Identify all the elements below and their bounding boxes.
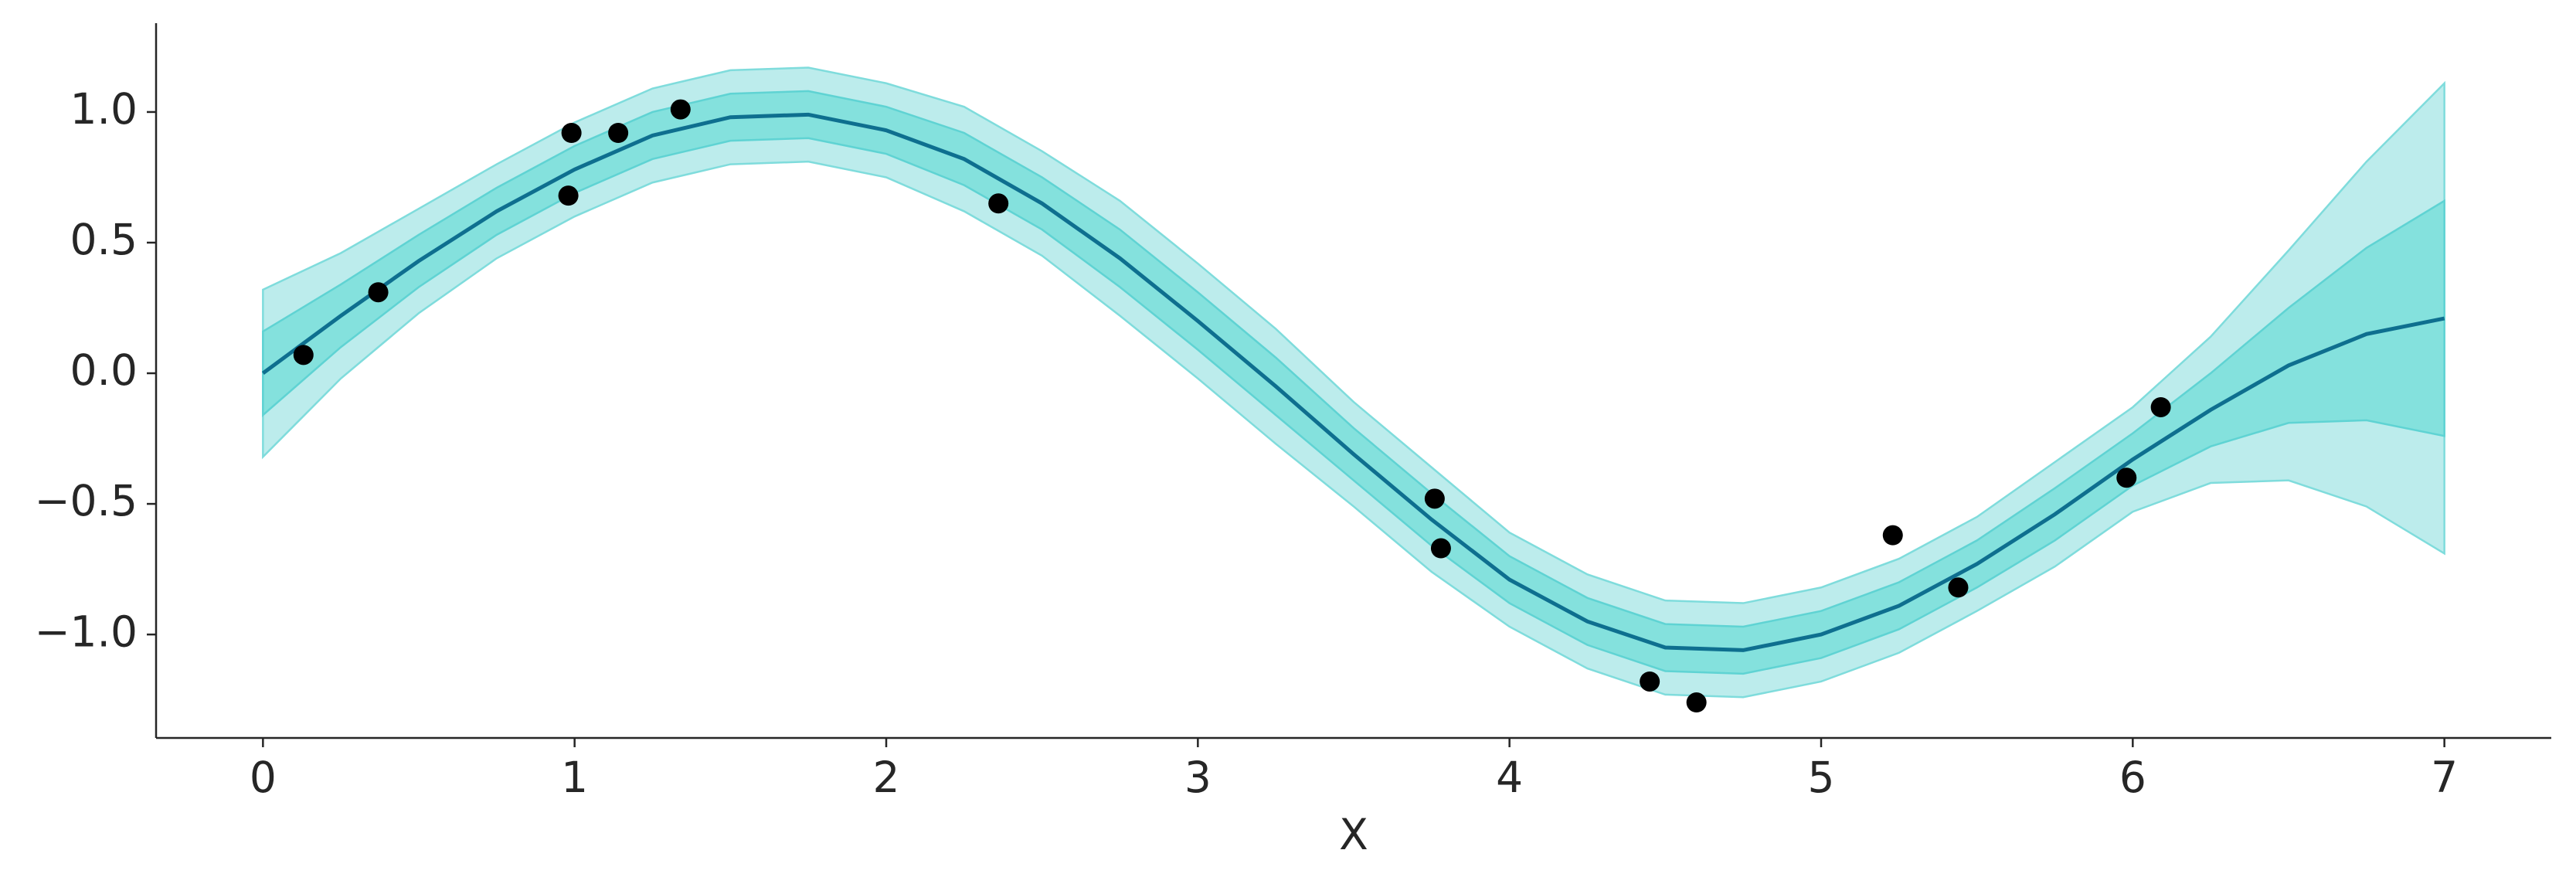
data-point	[2150, 396, 2171, 417]
data-point	[670, 99, 691, 120]
x-tick-label: 4	[1496, 753, 1523, 802]
y-tick-label: 0.0	[70, 345, 138, 395]
data-point	[2116, 468, 2137, 488]
x-axis-label: X	[1339, 810, 1368, 859]
data-point	[1424, 488, 1445, 509]
data-point	[1686, 692, 1707, 713]
data-point	[1882, 525, 1903, 546]
x-tick-label: 1	[561, 753, 588, 802]
data-point	[368, 282, 389, 303]
y-tick-label: −1.0	[34, 607, 138, 656]
y-tick-label: 0.5	[70, 215, 138, 264]
band	[262, 66, 2445, 699]
data-point	[608, 122, 629, 143]
x-tick-label: 7	[2431, 753, 2458, 802]
x-tick-label: 0	[250, 753, 277, 802]
y-tick-label: −0.5	[34, 476, 138, 525]
x-tick-label: 3	[1184, 753, 1212, 802]
mean-line	[261, 112, 2445, 652]
y-tick-label: 1.0	[70, 84, 138, 134]
data-point	[1640, 671, 1660, 692]
data-point	[558, 185, 579, 206]
data-point	[988, 193, 1009, 214]
data-point	[1948, 577, 1969, 598]
data-point	[293, 345, 314, 366]
band	[262, 90, 2445, 675]
x-tick-label: 6	[2119, 753, 2146, 802]
data-point	[1430, 538, 1451, 559]
x-tick-label: 2	[873, 753, 900, 802]
data-point	[561, 122, 582, 143]
x-tick-label: 5	[1807, 753, 1834, 802]
